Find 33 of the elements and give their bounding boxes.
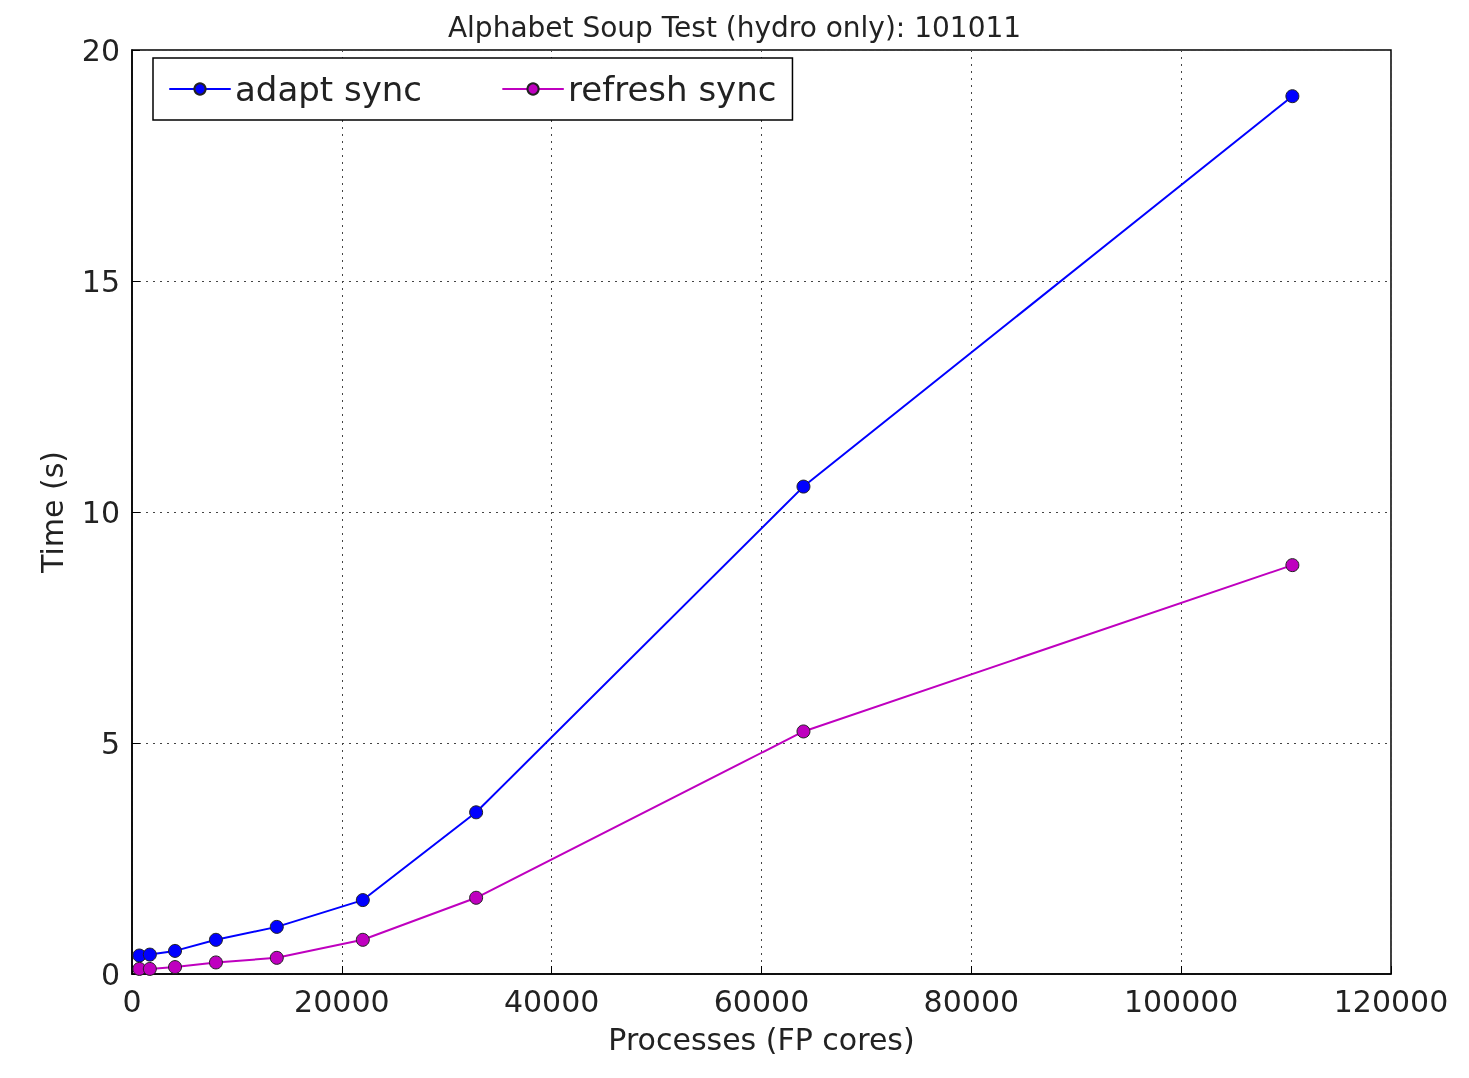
x-tick-label: 0: [122, 983, 142, 1019]
point: [355, 893, 370, 908]
point: [269, 950, 284, 965]
point: [168, 960, 183, 975]
y-tick-label: 5: [100, 725, 120, 761]
point: [469, 890, 484, 905]
y-axis-title: Time (s): [34, 451, 70, 574]
x-tick-label: 80000: [923, 983, 1020, 1019]
x-tick-label: 40000: [503, 983, 600, 1019]
legend-label: adapt sync: [235, 69, 423, 109]
x-tick-label: 120000: [1333, 983, 1449, 1019]
x-tick-label: 60000: [713, 983, 810, 1019]
point: [142, 947, 157, 962]
point: [208, 932, 223, 947]
point: [469, 805, 484, 820]
point: [168, 943, 183, 958]
chart-title: Alphabet Soup Test (hydro only): 101011: [447, 10, 1022, 44]
y-tick-label: 15: [81, 263, 120, 299]
y-tick-label: 10: [81, 494, 120, 530]
point: [796, 724, 811, 739]
point: [1285, 558, 1300, 573]
y-tick-label: 0: [100, 956, 120, 992]
legend-label: refresh sync: [568, 69, 777, 109]
x-tick-label: 20000: [294, 983, 390, 1019]
x-tick-label: 100000: [1123, 983, 1239, 1019]
point: [796, 479, 811, 494]
x-axis-title: Processes (FP cores): [608, 1021, 915, 1057]
point: [1285, 89, 1300, 104]
point: [142, 961, 157, 976]
point: [208, 955, 223, 970]
y-tick-label: 20: [81, 32, 120, 68]
point: [269, 919, 284, 934]
point: [355, 932, 370, 947]
